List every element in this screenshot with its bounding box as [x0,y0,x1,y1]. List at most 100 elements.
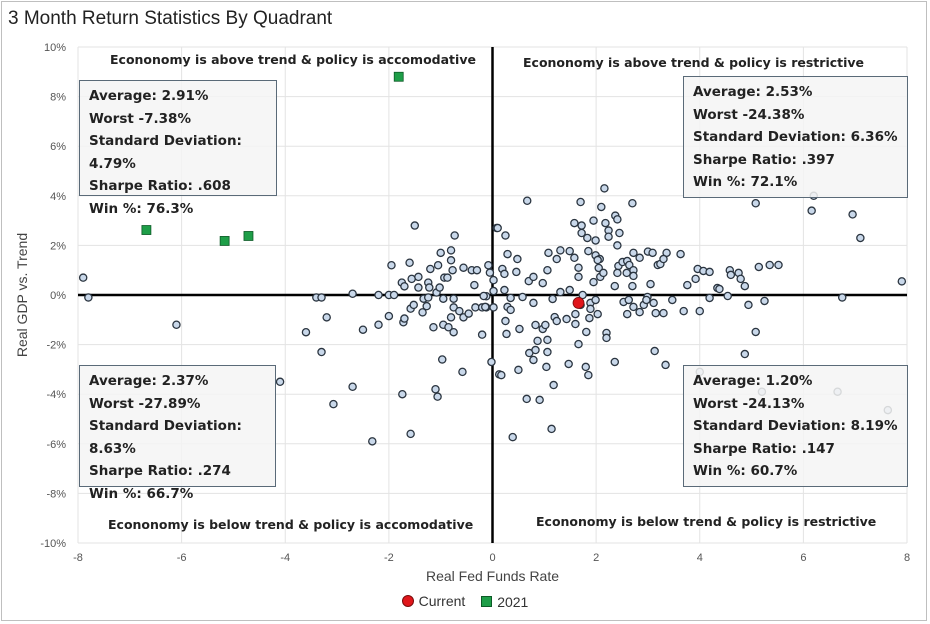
data-point [446,256,456,265]
stat-average: Average: 2.91% [89,88,209,104]
data-point [549,380,558,390]
data-point [613,241,622,250]
data-point [856,233,865,243]
data-point [683,280,692,290]
stats-box-bottom-left: Average: 2.37% Worst -27.89% Standard De… [79,365,276,502]
data-point [418,308,427,317]
data-point [668,295,677,305]
stat-sharpe: Sharpe Ratio: .147 [693,440,835,457]
data-point [577,221,586,230]
data-point [400,314,409,323]
data-point [564,359,573,369]
stat-std-dev: Standard Deviation: 6.36% [693,129,898,145]
x-tick-label: -8 [73,552,83,564]
data-point [529,355,538,365]
data-point [479,291,488,301]
data-point [599,268,608,278]
data-point [500,269,509,279]
data-point [329,399,338,409]
data-point [581,362,591,372]
stat-win: Win %: 76.3% [89,200,194,217]
stats-box-top-left: Average: 2.91% Worst -7.38% Standard Dev… [79,80,277,217]
stat-worst: Worst -27.89% [89,395,201,412]
data-point [565,246,574,256]
x-tick-label: 4 [697,552,703,564]
data-point [448,265,457,275]
y-tick-label: -10% [40,538,66,550]
data-point [751,327,760,337]
data-point [358,325,368,334]
data-point [837,293,847,302]
stat-worst: Worst -24.38% [693,106,805,123]
data-point [571,309,580,319]
data-point [444,322,453,332]
data-point [556,246,565,255]
data-point [726,270,736,280]
stat-win: Win %: 72.1% [693,174,798,190]
data-point [541,320,550,330]
y-tick-label: 8% [50,92,66,104]
data-point [604,232,613,241]
data-point [400,282,409,291]
data-point [533,336,542,346]
stat-sharpe: Sharpe Ratio: .397 [693,151,835,168]
y-tick-label: 10% [44,42,66,54]
quadrant-label-bottom-right: Econonomy is below trend & policy is res… [536,514,877,529]
y-axis-title: Real GDP vs. Trend [14,233,30,357]
data-point [751,198,760,208]
data-point [642,295,651,305]
data-point [348,289,357,299]
data-point [705,293,714,303]
data-point [502,329,511,339]
data-point [613,215,622,224]
data-point [577,228,586,238]
data-point [807,206,816,215]
data-point [548,294,557,304]
data-point [582,327,591,337]
data-point [648,248,657,258]
x-tick-label: -6 [177,552,187,564]
data-point [477,330,487,339]
data-point [628,281,637,291]
2021-marker-icon [481,596,493,607]
data-point [736,274,745,284]
data-point [765,260,774,270]
data-point [629,248,638,258]
data-point [543,347,552,357]
data-point [506,293,515,303]
y-tick-label: 0% [50,290,66,302]
y-tick-label: -8% [46,488,66,500]
data-point [740,281,750,291]
data-point [597,202,606,212]
data-point [424,293,433,302]
data-point [740,349,750,359]
data-point [622,309,632,319]
legend-label: 2021 [497,593,529,610]
data-point [583,233,592,243]
data-point [384,311,394,321]
data-point [848,210,857,219]
data-point [547,424,556,434]
data-point [317,293,326,302]
data-point [600,184,609,193]
data-point [576,197,585,207]
data-point [661,360,670,370]
data-point [593,309,602,319]
data-point [431,384,440,394]
data-point [84,293,93,302]
legend-item-2021: 2021 [481,594,528,610]
data-point [489,275,498,285]
data-point [544,248,553,258]
data-point [512,267,521,277]
data-point [514,365,523,375]
y-tick-label: 6% [50,141,66,153]
data-point [487,357,496,367]
data-point [774,260,783,270]
data-point [348,382,357,392]
legend-label: Current [418,593,466,609]
data-point [705,267,714,277]
data-point [676,249,685,259]
y-tick-label: 2% [50,240,66,252]
